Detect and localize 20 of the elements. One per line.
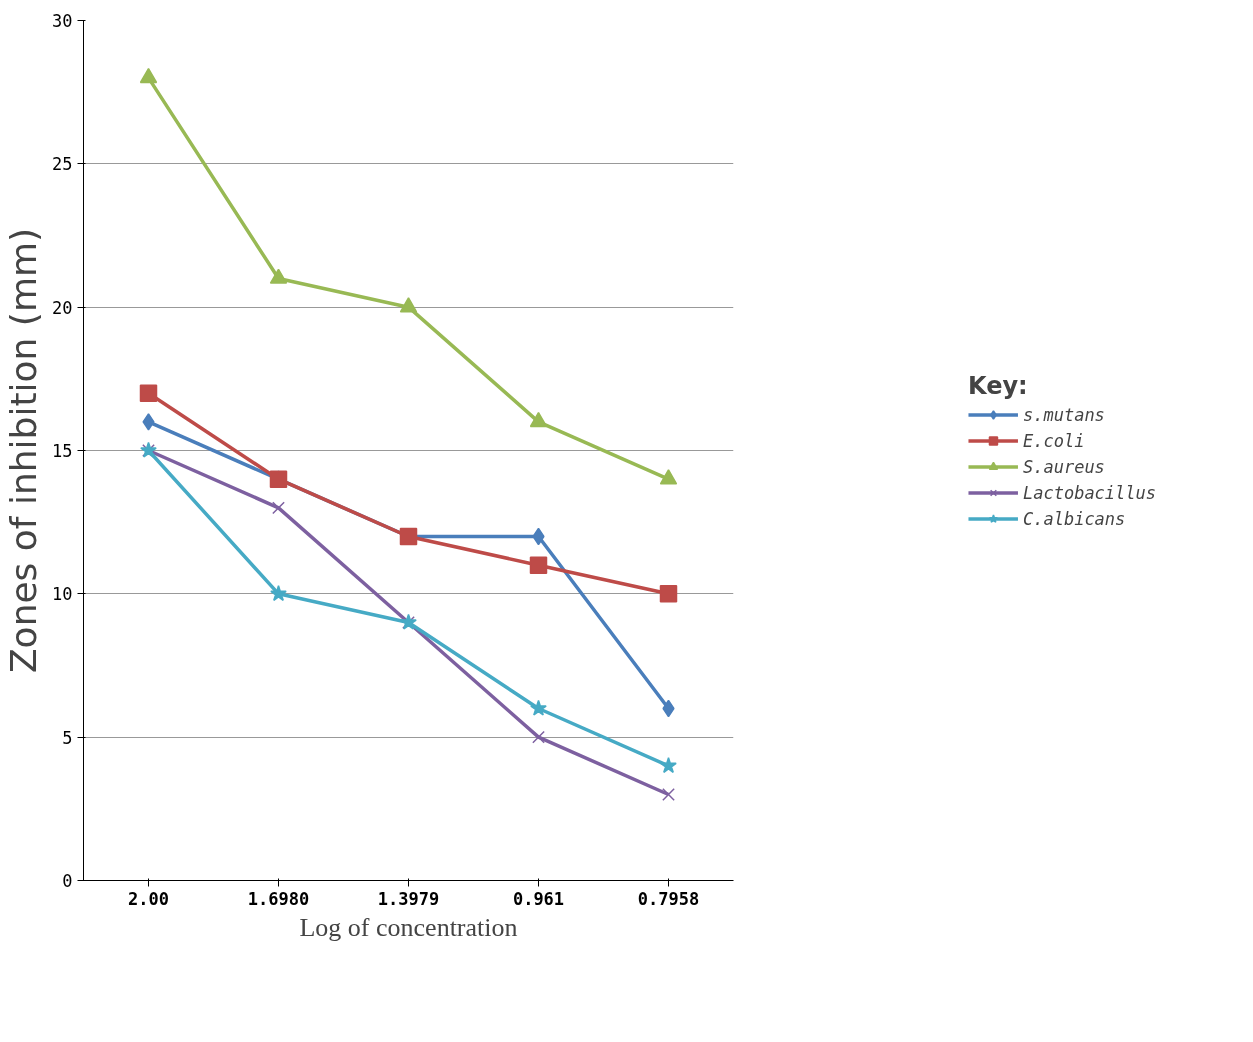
legend-label: Lactobacillus (1022, 482, 1157, 503)
y-tick-label: 10 (52, 584, 73, 605)
x-tick-label: 0.961 (512, 888, 565, 909)
legend-label: C.albicans (1022, 508, 1126, 529)
y-tick-label: 25 (52, 154, 73, 175)
legend-label: S.aureus (1022, 456, 1105, 477)
y-tick-label: 30 (52, 11, 73, 31)
x-tick-label: 1.3979 (377, 888, 440, 909)
y-axis-title: Zones of inhibition (mm) (3, 227, 45, 674)
y-tick-label: 20 (52, 297, 73, 318)
y-tick-label: 15 (52, 441, 73, 461)
x-tick-label: 2.00 (128, 888, 169, 909)
y-tick-label: 5 (62, 727, 73, 748)
legend-label: s.mutans (1022, 404, 1105, 425)
legend-title: Key: (967, 371, 1029, 400)
legend-label: E.coli (1022, 430, 1085, 451)
x-tick-label: 1.6980 (247, 888, 310, 909)
y-tick-label: 0 (62, 871, 73, 891)
x-axis-title: Log of concentration (299, 912, 518, 942)
x-tick-label: 0.7958 (637, 888, 700, 909)
